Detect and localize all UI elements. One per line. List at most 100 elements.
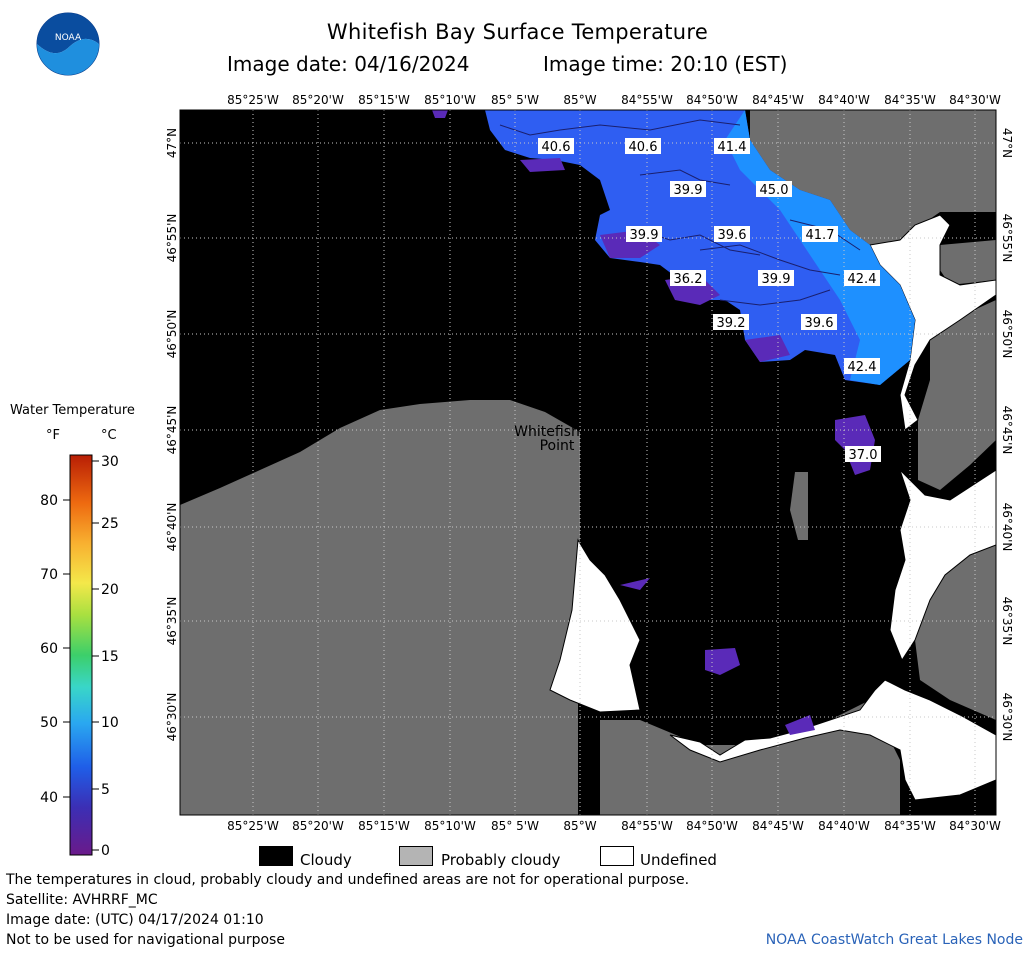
- longitude-label: 85°20'W: [292, 819, 344, 833]
- water-cold-spot: [432, 110, 448, 118]
- colorbar-f-label: 70: [40, 567, 58, 583]
- longitude-label: 84°30'W: [949, 93, 1001, 107]
- contour-lines: [499, 119, 861, 306]
- latitude-labels-left: 47°N 46°55'N 46°50'N 46°45'N 46°40'N 46°35'N 4…: [165, 128, 179, 742]
- longitude-labels-bottom: 85°25'W 85°20'W 85°15'W 85°10'W 85° 5'W 85°W 8…: [227, 819, 1001, 833]
- probably-cloudy-area-southwest: [180, 400, 580, 815]
- temperature-label-box: [626, 226, 662, 242]
- temperature-label: 39.6: [805, 316, 834, 331]
- place-label-line1: Whitefish: [514, 424, 580, 440]
- water-cold-spot: [620, 578, 650, 590]
- noaa-logo-text: NOAA: [55, 33, 82, 43]
- longitude-label: 84°55'W: [621, 819, 673, 833]
- temperature-label: 39.9: [762, 272, 791, 287]
- colorbar-c-label: 25: [101, 516, 119, 532]
- colorbar-f-label: 50: [40, 715, 58, 731]
- water-warm-area: [725, 110, 915, 385]
- probably-cloudy-area-east: [940, 240, 996, 285]
- temperature-label: 42.4: [848, 272, 877, 287]
- temperature-label: 40.6: [629, 140, 658, 155]
- temperature-labels: 40.6 40.6 41.4 39.9 45.0 39.9 39.6 41.7 36.2 39.9…: [538, 138, 881, 463]
- latitude-label: 46°55'N: [165, 214, 179, 263]
- temperature-label: 41.7: [806, 228, 835, 243]
- colorbar-f-label: 60: [40, 641, 58, 657]
- temperature-label: 37.0: [849, 448, 878, 463]
- latitude-label: 46°55'N: [1000, 214, 1014, 263]
- longitude-label: 84°30'W: [949, 819, 1001, 833]
- undefined-area-west: [549, 538, 641, 713]
- longitude-label: 85° 5'W: [491, 819, 539, 833]
- latitude-label: 46°50'N: [1000, 310, 1014, 359]
- latitude-label: 46°35'N: [1000, 597, 1014, 646]
- latitude-labels-right: 47°N 46°55'N 46°50'N 46°45'N 46°40'N 46°35'N 4…: [1000, 128, 1014, 742]
- colorbar-f-label: 80: [40, 493, 58, 509]
- temperature-label-box: [801, 314, 837, 330]
- latitude-label: 46°30'N: [1000, 693, 1014, 742]
- longitude-label: 85°10'W: [424, 819, 476, 833]
- longitude-label: 85°25'W: [227, 819, 279, 833]
- longitude-label: 85° 5'W: [491, 93, 539, 107]
- legend-cloudy-swatch: [259, 846, 293, 866]
- temperature-label-box: [670, 181, 706, 197]
- latitude-label: 46°40'N: [165, 503, 179, 552]
- colorbar-c-label: 20: [101, 582, 119, 598]
- temperature-label-box: [844, 358, 880, 374]
- longitude-label: 84°40'W: [818, 819, 870, 833]
- colorbar: [69, 454, 93, 856]
- water-cold-spot: [745, 335, 790, 362]
- longitude-label: 84°50'W: [686, 93, 738, 107]
- latitude-label: 47°N: [1000, 128, 1014, 158]
- legend-probably-cloudy-label: Probably cloudy: [441, 851, 561, 869]
- temperature-label-box: [714, 138, 750, 154]
- undefined-area-south: [669, 679, 996, 801]
- longitude-label: 85°15'W: [358, 93, 410, 107]
- colorbar-c-label: 15: [101, 649, 119, 665]
- temperature-label: 41.4: [718, 140, 747, 155]
- place-label-line2: Point: [540, 438, 575, 454]
- latitude-label: 47°N: [165, 128, 179, 158]
- colorbar-c-label: 10: [101, 715, 119, 731]
- colorbar-c-label: 5: [101, 782, 110, 798]
- footer-navigation-note: Not to be used for navigational purpose: [6, 932, 285, 948]
- longitude-label: 84°50'W: [686, 819, 738, 833]
- temperature-label-box: [758, 270, 794, 286]
- longitude-label: 85°W: [563, 93, 596, 107]
- temperature-label: 39.9: [630, 228, 659, 243]
- longitude-label: 84°35'W: [884, 93, 936, 107]
- longitude-label: 84°55'W: [621, 93, 673, 107]
- longitude-label: 84°45'W: [752, 93, 804, 107]
- temperature-label: 40.6: [542, 140, 571, 155]
- legend-cloudy-label: Cloudy: [300, 851, 352, 869]
- legend-undefined-label: Undefined: [640, 851, 717, 869]
- temperature-label-box: [538, 138, 574, 154]
- map-title: Whitefish Bay Surface Temperature: [326, 20, 709, 44]
- probably-cloudy-area-northeast: [750, 110, 996, 245]
- longitude-label: 85°10'W: [424, 93, 476, 107]
- probably-cloudy-sliver: [790, 472, 808, 540]
- colorbar-f-label: 40: [40, 790, 58, 806]
- colorbar-unit-c: °C: [101, 428, 117, 443]
- temperature-label-box: [625, 138, 661, 154]
- temperature-label: 45.0: [760, 183, 789, 198]
- water-cold-spot: [520, 158, 565, 172]
- longitude-label: 85°15'W: [358, 819, 410, 833]
- latitude-label: 46°45'N: [1000, 406, 1014, 455]
- temperature-label-box: [670, 270, 706, 286]
- longitude-label: 85°W: [563, 819, 596, 833]
- temperature-label-box: [713, 314, 749, 330]
- longitude-labels-top: 85°25'W 85°20'W 85°15'W 85°10'W 85° 5'W 85°W 8…: [227, 93, 1001, 107]
- footer-disclaimer: The temperatures in cloud, probably clou…: [6, 872, 690, 888]
- longitude-label: 85°20'W: [292, 93, 344, 107]
- noaa-logo: NOAA: [36, 12, 100, 76]
- probably-cloudy-area-east-3: [915, 540, 996, 720]
- temperature-label-box: [756, 181, 792, 197]
- map-frame: [179, 109, 997, 816]
- latitude-label: 46°50'N: [165, 310, 179, 359]
- colorbar-unit-f: °F: [46, 428, 60, 443]
- longitude-label: 84°45'W: [752, 819, 804, 833]
- water-cold-spot: [785, 715, 815, 735]
- temperature-label-box: [845, 446, 881, 462]
- latitude-label: 46°35'N: [165, 597, 179, 646]
- colorbar-title: Water Temperature: [10, 403, 135, 418]
